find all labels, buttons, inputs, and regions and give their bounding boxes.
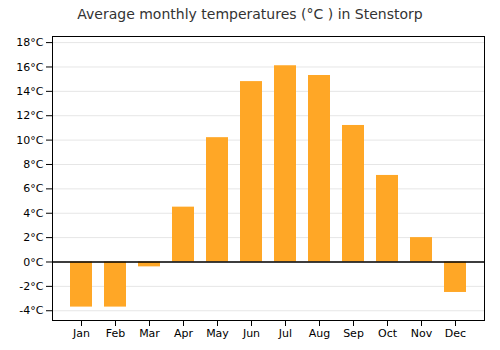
svg-text:-4°C: -4°C — [19, 304, 43, 317]
svg-text:Apr: Apr — [174, 327, 194, 340]
svg-text:Dec: Dec — [445, 327, 466, 340]
svg-text:2°C: 2°C — [23, 231, 43, 244]
svg-text:14°C: 14°C — [16, 85, 43, 98]
svg-text:8°C: 8°C — [23, 158, 43, 171]
svg-text:Mar: Mar — [139, 327, 160, 340]
svg-text:Feb: Feb — [106, 327, 125, 340]
svg-text:Sep: Sep — [343, 327, 364, 340]
svg-text:18°C: 18°C — [16, 36, 43, 49]
svg-text:Nov: Nov — [411, 327, 433, 340]
svg-text:10°C: 10°C — [16, 134, 43, 147]
svg-text:12°C: 12°C — [16, 109, 43, 122]
svg-text:16°C: 16°C — [16, 60, 43, 73]
svg-text:Jun: Jun — [242, 327, 260, 340]
svg-text:Oct: Oct — [378, 327, 398, 340]
svg-text:-2°C: -2°C — [19, 280, 43, 293]
svg-text:4°C: 4°C — [23, 207, 43, 220]
svg-text:May: May — [206, 327, 229, 340]
svg-text:6°C: 6°C — [23, 182, 43, 195]
svg-text:Jan: Jan — [72, 327, 90, 340]
svg-text:0°C: 0°C — [23, 256, 43, 269]
svg-text:Jul: Jul — [278, 327, 292, 340]
svg-text:Aug: Aug — [309, 327, 330, 340]
html-text:Average monthly temperatures (: Average monthly temperatures (°C ) in St… — [77, 6, 423, 22]
